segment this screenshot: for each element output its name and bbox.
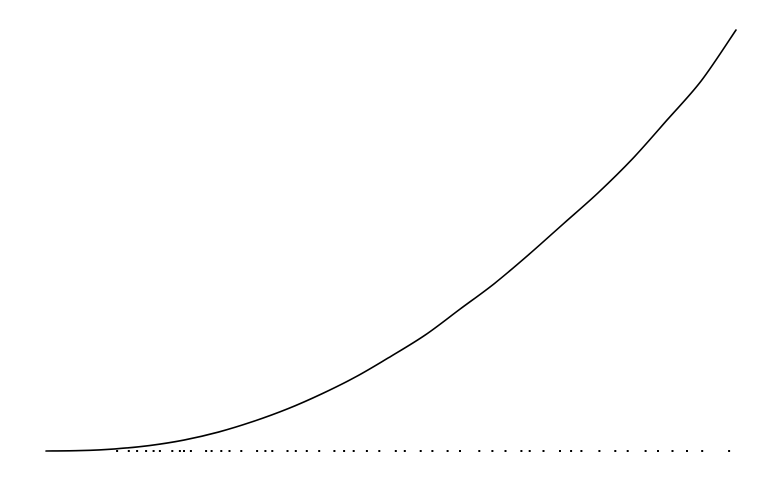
baseline-marker: [318, 450, 321, 452]
baseline-marker: [205, 450, 208, 452]
baseline-markers: [116, 450, 731, 452]
baseline-marker: [528, 450, 531, 452]
baseline-marker: [365, 450, 368, 452]
baseline-marker: [686, 450, 688, 452]
baseline-marker: [657, 450, 659, 452]
baseline-marker: [136, 450, 139, 452]
baseline-marker: [352, 450, 355, 452]
baseline-marker: [210, 450, 213, 452]
baseline-marker: [228, 450, 231, 452]
baseline-marker: [559, 450, 561, 452]
baseline-marker: [728, 450, 731, 452]
baseline-marker: [333, 450, 336, 452]
baseline-marker: [671, 450, 674, 452]
series-layer: [45, 29, 737, 452]
baseline-marker: [459, 450, 461, 452]
baseline-marker: [419, 450, 422, 452]
baseline-marker: [504, 450, 507, 452]
baseline-marker: [598, 450, 601, 452]
baseline-marker: [145, 450, 148, 452]
baseline-marker: [305, 450, 308, 452]
baseline-marker: [183, 450, 185, 452]
baseline-marker: [127, 450, 130, 452]
baseline-marker: [378, 450, 381, 452]
baseline-marker: [171, 450, 174, 452]
baseline-marker: [580, 450, 583, 452]
baseline-marker: [158, 450, 161, 452]
baseline-marker: [614, 450, 617, 452]
baseline-marker: [178, 450, 181, 452]
series-line: [45, 29, 737, 452]
baseline-marker: [570, 450, 573, 452]
baseline-marker: [446, 450, 449, 452]
baseline-marker: [394, 450, 397, 452]
baseline-marker: [271, 450, 274, 452]
baseline-marker: [220, 450, 223, 452]
baseline-marker: [491, 450, 494, 452]
baseline-marker: [478, 450, 481, 452]
baseline-marker: [542, 450, 545, 452]
baseline-marker: [189, 450, 192, 452]
baseline-marker: [264, 450, 267, 452]
baseline-marker: [343, 450, 346, 452]
baseline-marker: [701, 450, 704, 452]
baseline-marker: [116, 450, 119, 452]
baseline-marker: [403, 450, 406, 452]
baseline-marker: [240, 450, 243, 452]
baseline-marker: [286, 450, 289, 452]
baseline-marker: [431, 450, 434, 452]
baseline-marker: [294, 450, 297, 452]
baseline-marker: [644, 450, 647, 452]
baseline-marker: [152, 450, 155, 452]
baseline-marker: [520, 450, 523, 452]
baseline-marker: [626, 450, 629, 452]
baseline-marker: [256, 450, 259, 452]
